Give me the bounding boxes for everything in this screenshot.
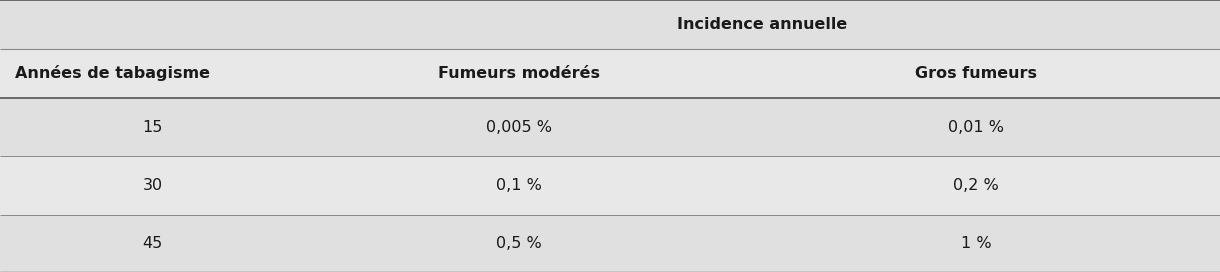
Bar <box>0 49 1220 98</box>
Text: 0,5 %: 0,5 % <box>495 236 542 251</box>
Text: 0,1 %: 0,1 % <box>495 178 542 193</box>
Bar <box>0 156 1220 215</box>
Text: 30: 30 <box>143 178 162 193</box>
Text: 15: 15 <box>143 120 162 135</box>
Bar <box>0 0 1220 49</box>
Text: 1 %: 1 % <box>960 236 992 251</box>
Text: Gros fumeurs: Gros fumeurs <box>915 66 1037 81</box>
Text: 45: 45 <box>143 236 162 251</box>
Bar <box>0 98 1220 156</box>
Bar <box>0 215 1220 272</box>
Text: 0,2 %: 0,2 % <box>953 178 999 193</box>
Text: Fumeurs modérés: Fumeurs modérés <box>438 66 599 81</box>
Text: 0,005 %: 0,005 % <box>486 120 551 135</box>
Text: Incidence annuelle: Incidence annuelle <box>677 17 848 32</box>
Text: 0,01 %: 0,01 % <box>948 120 1004 135</box>
Text: Années de tabagisme: Années de tabagisme <box>15 66 210 81</box>
